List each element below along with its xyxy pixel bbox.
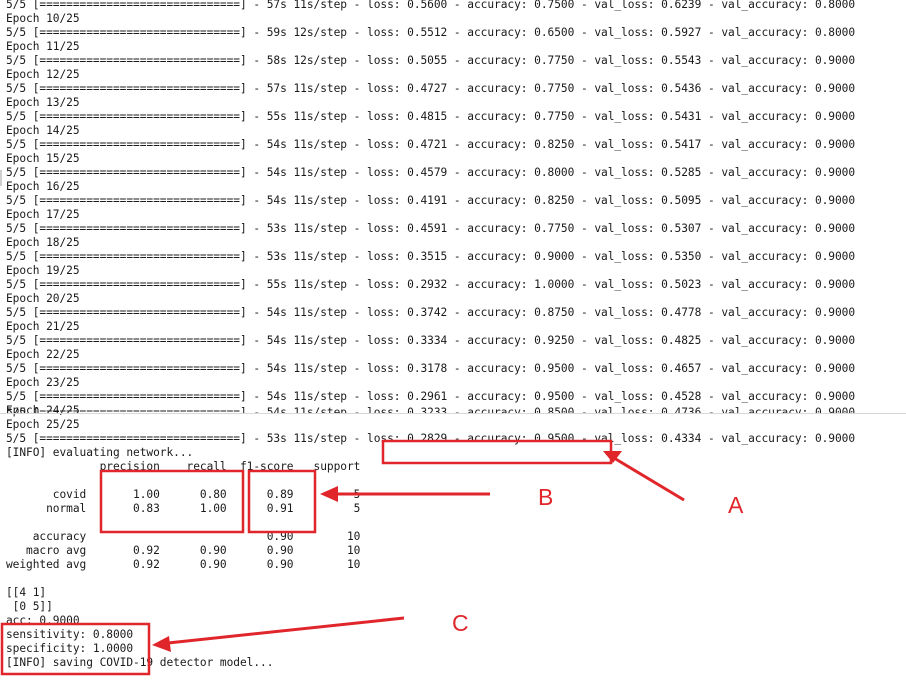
terminal-line: Epoch 15/25 xyxy=(6,152,80,165)
terminal-line: [0 5]] xyxy=(6,600,53,613)
terminal-line: 5/5 [==============================] - 5… xyxy=(6,110,856,123)
terminal-line: 5/5 [==============================] - 5… xyxy=(6,194,856,207)
annotation-label-c: C xyxy=(452,610,469,636)
terminal-line: 5/5 [==============================] - 5… xyxy=(6,432,856,445)
terminal-line: 5/5 [==============================] - 5… xyxy=(6,222,856,235)
terminal-line: covid 1.00 0.80 0.89 5 xyxy=(6,488,361,501)
terminal-line: Epoch 23/25 xyxy=(6,376,80,389)
terminal-line: Epoch 11/25 xyxy=(6,40,80,53)
terminal-line: normal 0.83 1.00 0.91 5 xyxy=(6,502,361,515)
terminal-line: 5/5 [==============================] - 5… xyxy=(6,334,856,347)
terminal-line: [INFO] saving COVID-19 detector model... xyxy=(6,656,274,669)
terminal-line: Epoch 20/25 xyxy=(6,292,80,305)
terminal-line: [INFO] evaluating network... xyxy=(6,446,194,459)
annotation-label-a: A xyxy=(728,492,744,518)
terminal-line: Epoch 18/25 xyxy=(6,236,80,249)
terminal-line: specificity: 1.0000 xyxy=(6,642,134,655)
terminal-line: Epoch 21/25 xyxy=(6,320,80,333)
gutter-marker xyxy=(0,170,2,186)
terminal-line: weighted avg 0.92 0.90 0.90 10 xyxy=(6,558,361,571)
terminal-line: 5/5 [==============================] - 5… xyxy=(6,138,856,151)
terminal-line: 5/5 [==============================] - 5… xyxy=(6,26,856,39)
output-divider xyxy=(0,413,906,414)
terminal-line: Epoch 25/25 xyxy=(6,418,80,431)
terminal-line: 5/5 [==============================] - 5… xyxy=(6,390,856,403)
terminal-line: 5/5 [==============================] - 5… xyxy=(6,278,856,291)
terminal-line: precision recall f1-score support xyxy=(6,460,361,473)
terminal-line: 5/5 [==============================] - 5… xyxy=(6,82,856,95)
terminal-line: 5/5 [==============================] - 5… xyxy=(6,250,856,263)
terminal-line: Epoch 12/25 xyxy=(6,68,80,81)
terminal-line: macro avg 0.92 0.90 0.90 10 xyxy=(6,544,361,557)
terminal-line: Epoch 10/25 xyxy=(6,12,80,25)
terminal-line: sensitivity: 0.8000 xyxy=(6,628,134,641)
terminal-line: 5/5 [==============================] - 5… xyxy=(6,166,856,179)
terminal-line: Epoch 22/25 xyxy=(6,348,80,361)
terminal-line: Epoch 16/25 xyxy=(6,180,80,193)
terminal-line: [[4 1] xyxy=(6,586,47,599)
terminal-line: 5/5 [==============================] - 5… xyxy=(6,54,856,67)
terminal-line: 5/5 [==============================] - 5… xyxy=(6,362,856,375)
terminal-line: Epoch 19/25 xyxy=(6,264,80,277)
terminal-line: Epoch 14/25 xyxy=(6,124,80,137)
terminal-line: accuracy 0.90 10 xyxy=(6,530,361,543)
terminal-line: 5/5 [==============================] - 5… xyxy=(6,306,856,319)
terminal-line: Epoch 17/25 xyxy=(6,208,80,221)
terminal-line: 5/5 [==============================] - 5… xyxy=(6,406,856,413)
terminal-line: Epoch 13/25 xyxy=(6,96,80,109)
terminal-line: acc: 0.9000 xyxy=(6,614,80,627)
annotation-label-b: B xyxy=(538,484,554,510)
terminal-line: 5/5 [==============================] - 5… xyxy=(6,0,856,11)
